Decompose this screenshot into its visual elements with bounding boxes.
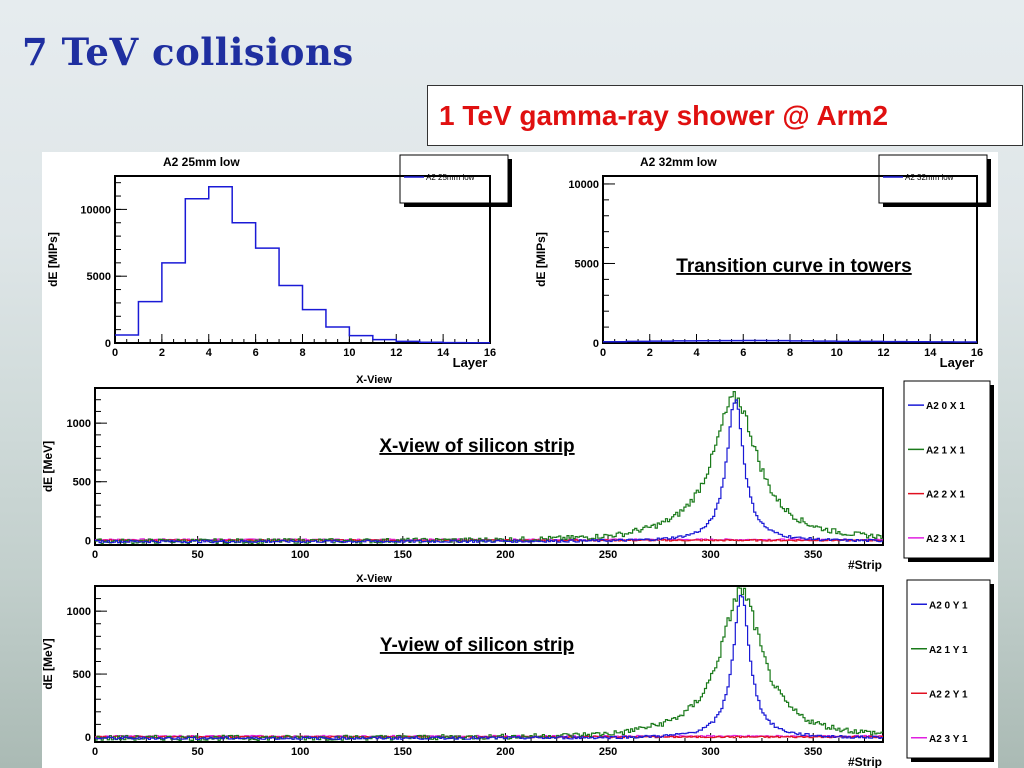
legend-label: A2 2 Y 1: [929, 689, 968, 700]
plot-frame: [94, 387, 884, 546]
x-tick-label: 100: [291, 549, 309, 561]
y-tick-label: 10000: [80, 204, 111, 216]
x-tick-label: 16: [484, 347, 496, 359]
y-tick-label: 5000: [87, 271, 111, 283]
x-tick-label: 0: [92, 549, 98, 561]
x-tick-label: 0: [600, 347, 606, 359]
x-tick-label: 16: [971, 347, 983, 359]
x-tick-label: 12: [877, 347, 889, 359]
series-line: [115, 185, 490, 344]
legend-box: [878, 154, 988, 204]
legend-label: A2 0 Y 1: [929, 600, 968, 611]
x-tick-label: 250: [599, 746, 617, 758]
x-tick-label: 12: [390, 347, 402, 359]
y-tick-label: 500: [73, 669, 91, 681]
chart-annotation: Transition curve in towers: [676, 256, 911, 277]
series-line: [95, 391, 883, 545]
legend-box: [906, 579, 991, 759]
x-view-label: X-View: [356, 573, 392, 585]
x-tick-label: 250: [599, 549, 617, 561]
y-tick-label: 1000: [67, 606, 91, 618]
x-tick-label: 300: [701, 549, 719, 561]
y-tick-label: 0: [85, 535, 91, 547]
x-tick-label: 350: [804, 746, 822, 758]
x-tick-label: 350: [804, 549, 822, 561]
x-tick-label: 10: [831, 347, 843, 359]
series-line: [95, 399, 883, 544]
x-axis-label: Layer: [453, 355, 488, 370]
x-tick-label: 0: [92, 746, 98, 758]
y-axis-label: dE [MIPs]: [534, 232, 548, 287]
y-tick-label: 10000: [568, 179, 599, 191]
y-axis-label: dE [MeV]: [41, 441, 55, 492]
legend-label: A2 1 X 1: [926, 445, 965, 456]
y-tick-label: 500: [73, 477, 91, 489]
series-line: [95, 594, 883, 740]
legend-box: [903, 380, 991, 559]
x-tick-label: 150: [394, 549, 412, 561]
y-tick-label: 0: [105, 338, 111, 350]
chart-annotation: X-view of silicon strip: [379, 436, 574, 457]
y-tick-label: 1000: [67, 418, 91, 430]
x-axis-label: Layer: [940, 355, 975, 370]
x-tick-label: 6: [740, 347, 746, 359]
x-tick-label: 2: [647, 347, 653, 359]
chart-title: A2 25mm low: [163, 155, 240, 169]
legend-label: A2 32mm low: [905, 173, 954, 182]
x-tick-label: 8: [787, 347, 793, 359]
legend-label: A2 3 Y 1: [929, 734, 968, 745]
x-tick-label: 4: [693, 347, 700, 359]
x-tick-label: 150: [394, 746, 412, 758]
x-tick-label: 200: [496, 549, 514, 561]
x-tick-label: 14: [924, 347, 937, 359]
y-tick-label: 0: [85, 732, 91, 744]
series-line: [603, 339, 977, 343]
series-line: [95, 587, 883, 741]
subtitle-box: 1 TeV gamma-ray shower @ Arm2: [427, 85, 1023, 146]
x-tick-label: 14: [437, 347, 450, 359]
x-tick-label: 300: [701, 746, 719, 758]
x-axis-label: #Strip: [848, 755, 882, 768]
x-view-label: X-View: [356, 374, 392, 386]
legend-label: A2 3 X 1: [926, 534, 965, 545]
legend-label: A2 0 X 1: [926, 401, 965, 412]
x-tick-label: 2: [159, 347, 165, 359]
subtitle-text: 1 TeV gamma-ray shower @ Arm2: [439, 100, 889, 131]
slide-title: 7 TeV collisions: [22, 30, 354, 74]
y-axis-label: dE [MIPs]: [46, 232, 60, 287]
x-tick-label: 0: [112, 347, 118, 359]
x-tick-label: 4: [206, 347, 213, 359]
y-tick-label: 0: [593, 338, 599, 350]
figure-area: [42, 152, 998, 768]
y-tick-label: 5000: [575, 258, 599, 270]
x-tick-label: 50: [191, 746, 203, 758]
x-tick-label: 8: [299, 347, 305, 359]
y-axis-label: dE [MeV]: [41, 638, 55, 689]
legend-label: A2 2 X 1: [926, 490, 965, 501]
plot-frame: [94, 585, 884, 743]
x-tick-label: 100: [291, 746, 309, 758]
x-axis-label: #Strip: [848, 558, 882, 572]
x-tick-label: 6: [253, 347, 259, 359]
x-tick-label: 10: [343, 347, 355, 359]
chart-title: A2 32mm low: [640, 155, 717, 169]
legend-label: A2 25mm low: [426, 173, 475, 182]
chart-annotation: Y-view of silicon strip: [380, 635, 574, 656]
x-tick-label: 200: [496, 746, 514, 758]
legend-label: A2 1 Y 1: [929, 645, 968, 656]
x-tick-label: 50: [191, 549, 203, 561]
